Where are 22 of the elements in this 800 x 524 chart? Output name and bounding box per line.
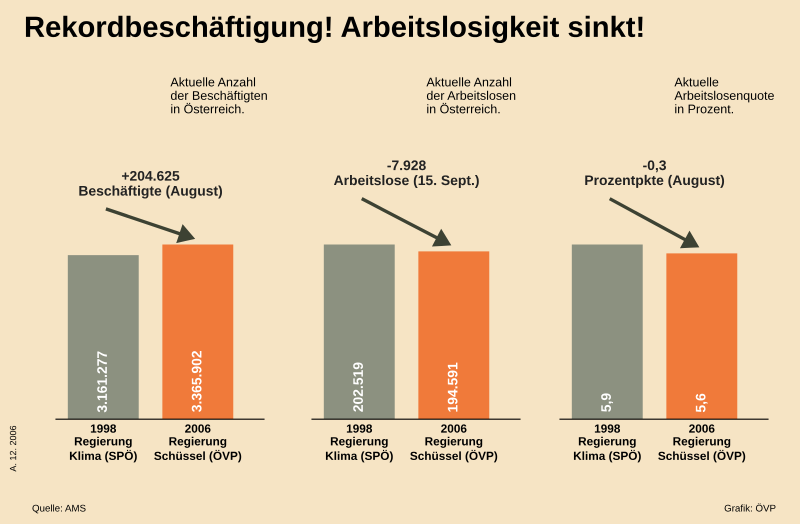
- data-label: 202.519: [353, 362, 363, 412]
- x-tick-label: 1998 Regierung Klima (SPÖ): [326, 424, 393, 462]
- chart-subtitle: Aktuelle Anzahl der Arbeitslosen in Österreich.: [426, 77, 516, 114]
- chart-subtitle: Aktuelle Arbeitslosenquote in Prozent.: [674, 77, 774, 114]
- x-tick-label: 1998 Regierung Klima (SPÖ): [70, 424, 137, 462]
- text: Rekordbeschäftigung! Arbeitslosigkeit sinkt!: [26, 16, 642, 44]
- x-tick-label: 1998 Regierung Klima (SPÖ): [574, 424, 641, 462]
- data-label: 3.365.902: [192, 350, 202, 412]
- x-tick-label: 2006 Regierung Schüssel (ÖVP): [154, 424, 242, 462]
- chart-subtitle: Aktuelle Anzahl der Beschäftigten in Österreich.: [170, 77, 267, 114]
- source-note: Quelle: AMS: [32, 504, 86, 514]
- text: A. 12. 2006: [10, 426, 16, 472]
- text: -7.928 Arbeitslose (15. Sept.): [334, 160, 479, 188]
- data-label: 5,6: [696, 394, 708, 412]
- text: -0,3 Prozentpkte (August): [585, 160, 724, 188]
- data-label: 5,9: [601, 393, 614, 412]
- x-tick-label: 2006 Regierung Schüssel (ÖVP): [658, 424, 746, 462]
- x-tick-label: 2006 Regierung Schüssel (ÖVP): [410, 424, 498, 462]
- data-label: 194.591: [448, 362, 458, 412]
- text: Grafik: ÖVP: [724, 503, 776, 512]
- data-label: 3.161.277: [97, 351, 108, 412]
- text: +204.625 Beschäftigte (August): [79, 170, 222, 199]
